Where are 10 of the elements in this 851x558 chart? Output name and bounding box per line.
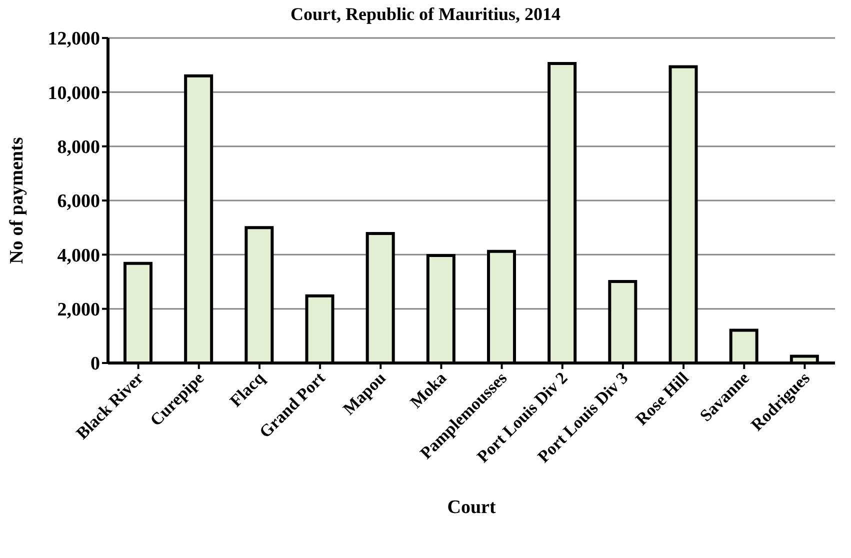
y-axis-title: No of payments (6, 137, 28, 264)
y-tick-label: 4,000 (57, 245, 100, 266)
y-tick-label: 2,000 (57, 300, 100, 321)
y-tick-label: 12,000 (48, 28, 100, 50)
y-tick-label: 6,000 (57, 191, 100, 212)
chart-title: Court, Republic of Mauritius, 2014 (290, 4, 562, 25)
y-tick-label: 8,000 (57, 137, 100, 158)
y-tick-label: 10,000 (48, 82, 100, 104)
x-axis-title: Court (447, 497, 496, 518)
y-tick-label: 0 (90, 354, 100, 375)
